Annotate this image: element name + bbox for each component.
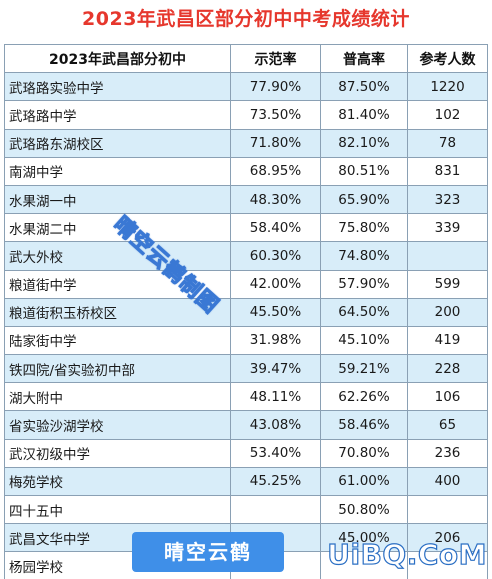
cell-pugao-rate: 50.80% <box>320 494 408 525</box>
cell-exam-count <box>407 551 488 579</box>
column-header-pugao-rate: 普高率 <box>320 43 408 74</box>
cell-school-name: 梅苑学校 <box>4 466 231 497</box>
cell-shifan-rate: 73.50% <box>230 100 321 130</box>
cell-school-name: 粮道街中学 <box>4 269 231 299</box>
cell-pugao-rate: 64.50% <box>320 297 408 327</box>
cell-pugao-rate: 75.80% <box>320 213 408 243</box>
table-row: 武珞路实验中学 77.90% 87.50% 1220 <box>4 72 488 102</box>
cell-shifan-rate: 43.08% <box>230 410 321 440</box>
table-row: 梅苑学校 45.25% 61.00% 400 <box>4 466 488 497</box>
cell-exam-count: 236 <box>407 438 488 468</box>
cell-shifan-rate: 68.95% <box>230 156 321 186</box>
cell-shifan-rate: 48.30% <box>230 184 321 215</box>
cell-exam-count: 106 <box>407 382 488 412</box>
cell-pugao-rate: 74.80% <box>320 241 408 271</box>
cell-school-name: 湖大附中 <box>4 382 231 412</box>
table-row: 南湖中学 68.95% 80.51% 831 <box>4 156 488 186</box>
cell-pugao-rate <box>320 551 408 579</box>
cell-exam-count <box>407 494 488 525</box>
cell-exam-count: 1220 <box>407 72 488 102</box>
table-body: 武珞路实验中学 77.90% 87.50% 1220 武珞路中学 73.50% 81.40%… <box>4 72 488 579</box>
column-header-school: 2023年武昌部分初中 <box>4 43 231 74</box>
table-row: 水果湖一中 48.30% 65.90% 323 <box>4 184 488 215</box>
cell-school-name: 省实验沙湖学校 <box>4 410 231 440</box>
cell-school-name: 铁四院/省实验初中部 <box>4 354 231 384</box>
table-row: 武汉初级中学 53.40% 70.80% 236 <box>4 438 488 468</box>
table-row: 湖大附中 48.11% 62.26% 106 <box>4 382 488 412</box>
table-row: 铁四院/省实验初中部 39.47% 59.21% 228 <box>4 354 488 384</box>
cell-exam-count: 599 <box>407 269 488 299</box>
cell-exam-count: 419 <box>407 325 488 356</box>
cell-shifan-rate: 58.40% <box>230 213 321 243</box>
cell-school-name: 水果湖二中 <box>4 213 231 243</box>
cell-pugao-rate: 62.26% <box>320 382 408 412</box>
cell-school-name: 武珞路东湖校区 <box>4 128 231 158</box>
cell-school-name: 陆家街中学 <box>4 325 231 356</box>
table-row: 粮道街积玉桥校区 45.50% 64.50% 200 <box>4 297 488 327</box>
cell-pugao-rate: 45.10% <box>320 325 408 356</box>
cell-pugao-rate: 87.50% <box>320 72 408 102</box>
cell-pugao-rate: 61.00% <box>320 466 408 497</box>
cell-shifan-rate: 31.98% <box>230 325 321 356</box>
cell-exam-count: 831 <box>407 156 488 186</box>
cell-pugao-rate: 81.40% <box>320 100 408 130</box>
cell-shifan-rate: 48.11% <box>230 382 321 412</box>
table-row: 武珞路中学 73.50% 81.40% 102 <box>4 100 488 130</box>
cell-shifan-rate <box>230 494 321 525</box>
cell-shifan-rate: 77.90% <box>230 72 321 102</box>
cell-shifan-rate: 45.50% <box>230 297 321 327</box>
cell-pugao-rate: 59.21% <box>320 354 408 384</box>
cell-shifan-rate: 39.47% <box>230 354 321 384</box>
cell-school-name: 武汉初级中学 <box>4 438 231 468</box>
cell-pugao-rate: 70.80% <box>320 438 408 468</box>
cell-exam-count: 228 <box>407 354 488 384</box>
cell-school-name: 南湖中学 <box>4 156 231 186</box>
cell-shifan-rate: 45.25% <box>230 466 321 497</box>
cell-school-name: 四十五中 <box>4 494 231 525</box>
cell-exam-count: 78 <box>407 128 488 158</box>
cell-pugao-rate: 65.90% <box>320 184 408 215</box>
cell-exam-count: 400 <box>407 466 488 497</box>
table-row: 武大外校 60.30% 74.80% <box>4 241 488 271</box>
cell-school-name: 武珞路中学 <box>4 100 231 130</box>
cell-exam-count: 102 <box>407 100 488 130</box>
cell-pugao-rate: 57.90% <box>320 269 408 299</box>
cell-exam-count: 323 <box>407 184 488 215</box>
cell-shifan-rate: 53.40% <box>230 438 321 468</box>
cell-exam-count: 206 <box>407 523 488 553</box>
cell-exam-count <box>407 241 488 271</box>
cell-school-name: 武大外校 <box>4 241 231 271</box>
column-header-exam-count: 参考人数 <box>407 43 488 74</box>
table-row: 粮道街中学 42.00% 57.90% 599 <box>4 269 488 299</box>
cell-shifan-rate: 71.80% <box>230 128 321 158</box>
site-watermark: UiBQ.CoM <box>327 537 487 571</box>
cell-shifan-rate: 42.00% <box>230 269 321 299</box>
cell-school-name: 武珞路实验中学 <box>4 72 231 102</box>
table-row: 四十五中 50.80% <box>4 494 488 525</box>
cell-exam-count: 339 <box>407 213 488 243</box>
cell-pugao-rate: 45.00% <box>320 523 408 553</box>
table-row: 武珞路东湖校区 71.80% 82.10% 78 <box>4 128 488 158</box>
watermark-badge: 晴空云鹤 <box>132 532 284 572</box>
cell-school-name: 粮道街积玉桥校区 <box>4 297 231 327</box>
cell-exam-count: 65 <box>407 410 488 440</box>
cell-school-name: 水果湖一中 <box>4 184 231 215</box>
table-row: 省实验沙湖学校 43.08% 58.46% 65 <box>4 410 488 440</box>
table-header-row: 2023年武昌部分初中 示范率 普高率 参考人数 <box>4 43 488 74</box>
table-row: 水果湖二中 58.40% 75.80% 339 <box>4 213 488 243</box>
cell-exam-count: 200 <box>407 297 488 327</box>
cell-shifan-rate: 60.30% <box>230 241 321 271</box>
cell-pugao-rate: 80.51% <box>320 156 408 186</box>
page-title: 2023年武昌区部分初中中考成绩统计 <box>82 8 410 30</box>
column-header-shifan-rate: 示范率 <box>230 43 321 74</box>
score-table: 2023年武昌部分初中 示范率 普高率 参考人数 武珞路实验中学 77.90% 87… <box>4 43 488 579</box>
cell-pugao-rate: 82.10% <box>320 128 408 158</box>
table-row: 陆家街中学 31.98% 45.10% 419 <box>4 325 488 356</box>
cell-pugao-rate: 58.46% <box>320 410 408 440</box>
